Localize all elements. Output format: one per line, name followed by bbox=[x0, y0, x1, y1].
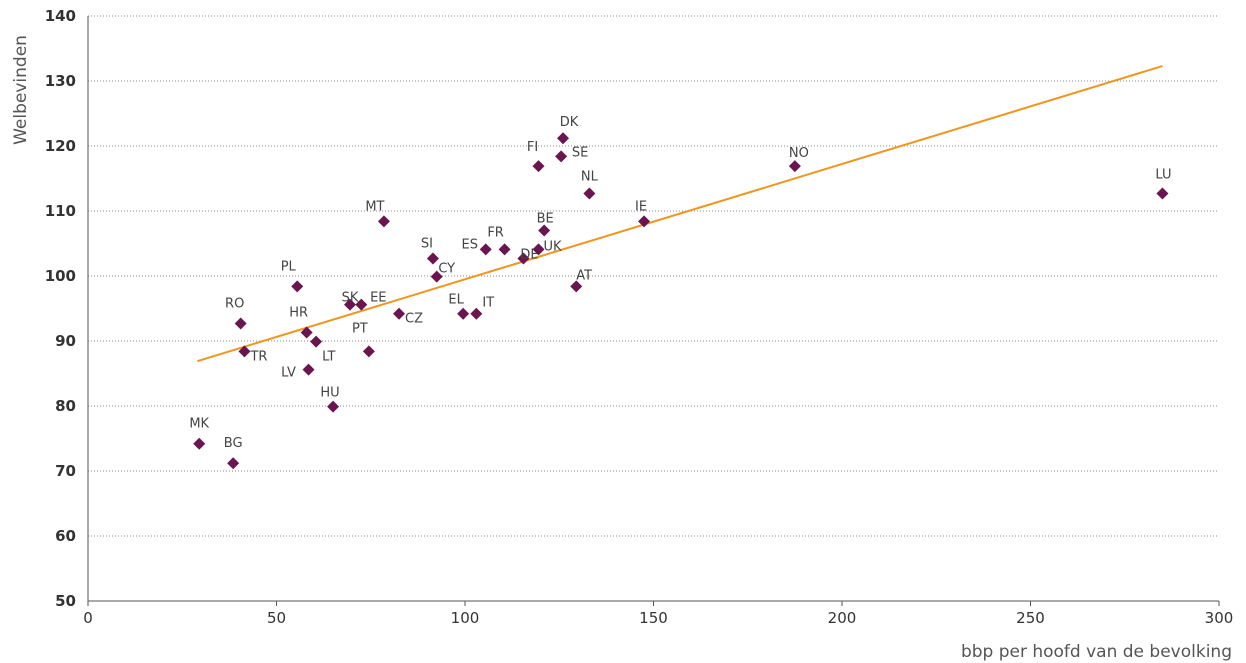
data-point bbox=[291, 280, 304, 293]
data-point bbox=[302, 363, 315, 376]
trendline bbox=[197, 65, 1163, 363]
y-tick-label: 140 bbox=[45, 7, 76, 25]
data-point bbox=[479, 243, 492, 256]
data-point bbox=[327, 400, 340, 413]
x-tick-label: 150 bbox=[639, 609, 668, 627]
data-point-label: SK bbox=[342, 291, 359, 306]
data-point-label: IE bbox=[635, 199, 647, 214]
data-point-label: TR bbox=[249, 349, 267, 364]
data-point-label: MK bbox=[189, 417, 209, 432]
data-point bbox=[310, 335, 323, 348]
x-tick-label: 250 bbox=[1016, 609, 1045, 627]
data-point bbox=[457, 307, 470, 320]
data-point bbox=[532, 243, 545, 256]
data-point-label: LT bbox=[322, 350, 335, 365]
data-point-label: EL bbox=[448, 293, 464, 308]
data-point-label: DK bbox=[560, 115, 579, 130]
data-point bbox=[555, 150, 568, 163]
data-point-label: CZ bbox=[405, 312, 423, 327]
data-point bbox=[300, 326, 313, 339]
data-point bbox=[538, 224, 551, 237]
axes: 50 60 70 80 90 100 110 120 130 140 0 50 100 150 200 250… bbox=[45, 7, 1234, 627]
x-tick-label: 300 bbox=[1205, 609, 1234, 627]
data-point bbox=[583, 187, 596, 200]
data-point bbox=[788, 160, 801, 173]
y-tick-label: 110 bbox=[45, 202, 76, 220]
data-point bbox=[532, 160, 545, 173]
y-tick-label: 90 bbox=[55, 332, 76, 350]
data-point bbox=[426, 252, 439, 265]
data-point-label: UK bbox=[543, 239, 562, 254]
data-point-label: IT bbox=[482, 296, 494, 311]
data-point-label: NL bbox=[581, 169, 599, 184]
data-point bbox=[517, 252, 530, 265]
data-point bbox=[227, 457, 240, 470]
data-point bbox=[193, 437, 206, 450]
y-tick-label: 120 bbox=[45, 137, 76, 155]
y-tick-label: 70 bbox=[55, 462, 76, 480]
data-point bbox=[234, 317, 247, 330]
x-tick-label: 50 bbox=[267, 609, 286, 627]
data-point-label: ES bbox=[462, 237, 478, 252]
data-point bbox=[470, 307, 483, 320]
data-point-label: HR bbox=[289, 306, 308, 321]
data-point-label: DE bbox=[520, 247, 538, 262]
data-point-label: FI bbox=[527, 140, 538, 155]
data-point bbox=[344, 298, 357, 311]
y-axis-title: Welbevinden bbox=[11, 35, 31, 145]
data-point-label: LU bbox=[1155, 167, 1171, 182]
x-tick-label: 0 bbox=[83, 609, 93, 627]
data-point-label: CY bbox=[438, 262, 455, 277]
data-point-label: MT bbox=[365, 199, 384, 214]
data-point-label: BE bbox=[537, 212, 554, 227]
data-point bbox=[570, 280, 583, 293]
data-point bbox=[238, 345, 251, 358]
x-tick-label: 200 bbox=[828, 609, 857, 627]
y-tick-label: 50 bbox=[55, 592, 76, 610]
data-point-label: PL bbox=[281, 259, 297, 274]
data-point bbox=[1156, 187, 1169, 200]
data-point bbox=[362, 345, 375, 358]
data-point bbox=[638, 215, 651, 228]
data-point bbox=[498, 243, 511, 256]
data-point-label: EE bbox=[370, 291, 386, 306]
data-point-label: PT bbox=[352, 321, 368, 336]
data-point-label: LV bbox=[281, 366, 296, 381]
data-point-label: RO bbox=[225, 296, 244, 311]
trendline-layer bbox=[197, 65, 1163, 363]
y-tick-label: 130 bbox=[45, 72, 76, 90]
data-point bbox=[430, 270, 443, 283]
y-tick-label: 80 bbox=[55, 397, 76, 415]
data-point bbox=[557, 132, 570, 145]
data-point-label: SE bbox=[572, 145, 588, 160]
y-tick-label: 60 bbox=[55, 527, 76, 545]
x-axis-title: bbp per hoofd van de bevolking bbox=[961, 642, 1232, 662]
data-point-label: BG bbox=[224, 436, 243, 451]
data-point-label: NO bbox=[789, 146, 809, 161]
data-point-label: FR bbox=[487, 225, 504, 240]
data-point bbox=[355, 298, 368, 311]
y-tick-label: 100 bbox=[45, 267, 76, 285]
data-point-label: SI bbox=[421, 236, 433, 251]
data-point bbox=[377, 215, 390, 228]
gridlines bbox=[88, 15, 1219, 537]
x-tick-label: 100 bbox=[451, 609, 480, 627]
data-point bbox=[393, 307, 406, 320]
data-point-label: AT bbox=[576, 268, 592, 283]
data-point-label: HU bbox=[320, 386, 339, 401]
